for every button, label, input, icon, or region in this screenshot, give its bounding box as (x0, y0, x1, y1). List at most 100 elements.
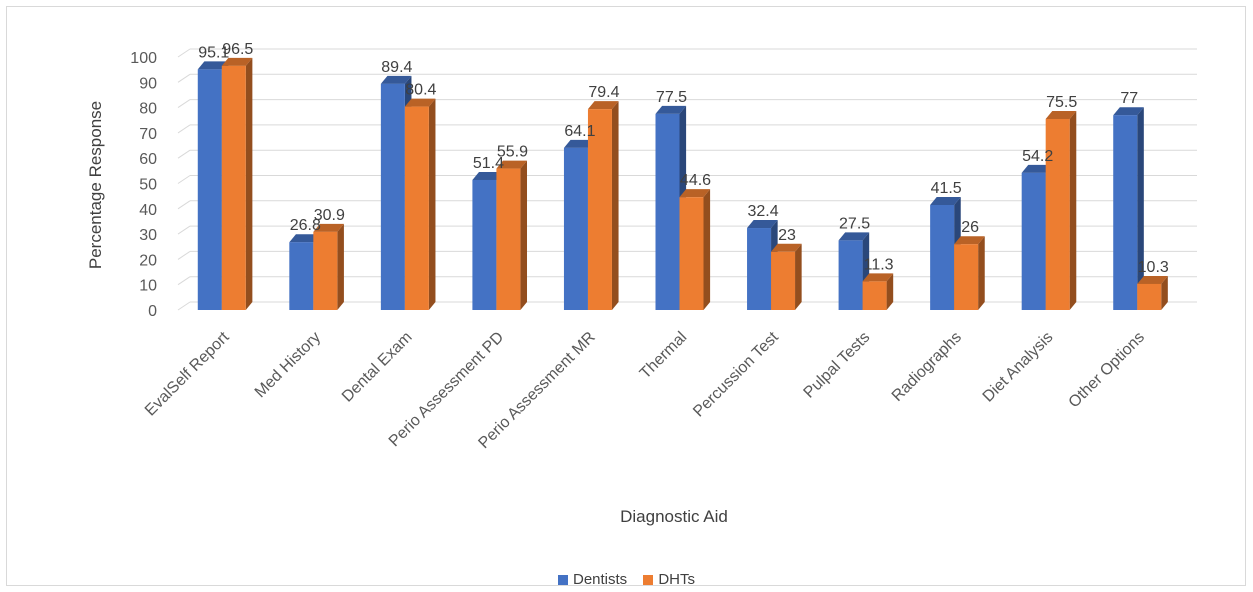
bar-front (930, 205, 955, 310)
x-tick-label: Radiographs (889, 329, 965, 405)
bar-front (954, 244, 979, 310)
data-label: 89.4 (381, 59, 412, 76)
bar-side (337, 223, 344, 310)
bar-top (1137, 275, 1168, 284)
y-tick-label: 40 (139, 202, 157, 219)
bar-dhts-8 (954, 236, 985, 310)
data-label: 77.5 (656, 89, 687, 106)
y-axis-title: Percentage Response (86, 101, 105, 269)
gridline-side (177, 250, 191, 260)
legend-label-dhts: DHTs (658, 571, 696, 588)
y-tick-label: 100 (130, 50, 157, 67)
bar-top (747, 220, 778, 229)
bar-dhts-3 (496, 160, 528, 310)
bar-side (245, 57, 253, 311)
bar-side (703, 189, 711, 310)
bar-front (679, 197, 704, 310)
y-tick-label: 20 (139, 252, 157, 269)
bar-top (771, 243, 802, 252)
data-label: 77 (1120, 90, 1138, 107)
bar-side (1137, 107, 1144, 310)
bar-top (380, 75, 412, 84)
gridline-side (177, 225, 191, 235)
bar-top (313, 223, 344, 232)
gridline-side (177, 48, 191, 58)
bar-dhts-4 (587, 101, 619, 310)
data-label: 51.4 (473, 155, 504, 172)
bar-front (771, 251, 796, 310)
bar-side (1161, 275, 1168, 310)
bar-top (496, 160, 528, 169)
data-label: 41.5 (931, 180, 962, 197)
y-tick-label: 70 (139, 126, 157, 143)
legend-label-dentists: Dentists (572, 571, 628, 588)
y-tick-label: 0 (148, 303, 157, 320)
bar-top (563, 139, 595, 148)
x-axis-ticks: EvalSelf Report Med History Dental Exam Per… (142, 328, 1148, 452)
data-label: 30.9 (314, 207, 345, 224)
bar-top (1021, 164, 1053, 173)
data-label: 11.3 (864, 256, 894, 273)
bar-chart: 0 10 20 30 40 50 60 70 80 90 100 95.196.5 26.830.9 8… (86, 41, 1197, 526)
data-label: 27.5 (839, 215, 870, 232)
bar-top (1045, 110, 1077, 119)
bar-side (978, 236, 985, 310)
bar-front (197, 69, 222, 310)
gridline-side (177, 124, 191, 134)
bar-top (655, 105, 687, 114)
bar-dhts-6 (771, 243, 802, 310)
bar-front (472, 179, 497, 310)
data-labels: 95.196.5 26.830.9 89.4 80.4 51.455.9 64.1 79.4… (198, 41, 1169, 276)
bar-front (1045, 118, 1070, 310)
y-axis-ticks: 0 10 20 30 40 50 60 70 80 90 100 (130, 50, 157, 320)
legend-item-dhts: DHTs (643, 571, 695, 588)
legend-item-dentists: Dentists (557, 571, 628, 588)
data-label: 75.5 (1046, 94, 1077, 111)
x-tick-label: Percussion Test (690, 328, 782, 420)
bar-side (611, 101, 619, 310)
x-tick-label: Med History (252, 329, 324, 401)
bar-front (1137, 283, 1162, 310)
bar-top (221, 57, 253, 66)
bar-front (838, 240, 863, 310)
bar-front (862, 281, 887, 310)
bar-side (886, 273, 894, 310)
x-tick-label: Pulpal Tests (801, 329, 874, 402)
data-label: 55.9 (497, 144, 528, 161)
bar-dhts-5 (679, 189, 711, 310)
data-label: 44.6 (680, 172, 711, 189)
bars (197, 57, 1168, 311)
bar-side (520, 160, 528, 310)
gridline-side (177, 175, 191, 184)
data-label: 96.5 (222, 41, 253, 58)
data-label: 54.2 (1022, 148, 1053, 165)
data-label: 10.3 (1138, 259, 1169, 276)
data-label: 26.8 (290, 217, 321, 234)
y-tick-label: 90 (139, 75, 157, 92)
x-tick-label: Diet Analysis (980, 329, 1057, 406)
bar-front (747, 228, 772, 310)
y-tick-label: 60 (139, 151, 157, 168)
bar-front (1113, 115, 1138, 310)
bar-dhts-0 (221, 57, 253, 311)
bar-top (197, 61, 229, 70)
bar-side (795, 243, 802, 310)
y-tick-label: 80 (139, 101, 157, 118)
bar-top (954, 236, 985, 245)
bar-top (472, 171, 504, 180)
x-axis-title: Diagnostic Aid (620, 507, 728, 526)
y-tick-label: 30 (139, 227, 157, 244)
bar-top (289, 234, 320, 243)
bar-top (862, 273, 894, 282)
data-label: 32.4 (747, 203, 778, 220)
bar-top (838, 232, 870, 241)
bar-front (563, 147, 588, 310)
bar-dhts-10 (1137, 275, 1168, 310)
bar-front (655, 113, 680, 310)
gridline-side (177, 301, 191, 311)
bar-dentists-10 (1113, 107, 1144, 310)
x-tick-label: Dental Exam (339, 329, 416, 406)
bar-top (587, 101, 619, 110)
bar-front (496, 168, 521, 310)
x-tick-label: Thermal (637, 329, 691, 383)
